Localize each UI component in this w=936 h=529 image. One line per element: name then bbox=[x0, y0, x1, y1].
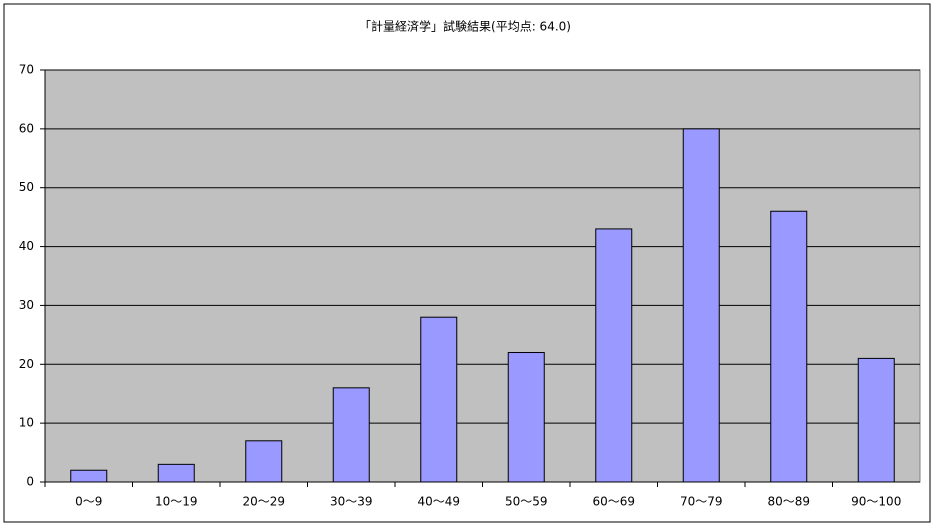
y-tick-label: 10 bbox=[19, 416, 34, 430]
y-tick-label: 0 bbox=[26, 475, 34, 489]
y-tick-label: 50 bbox=[19, 180, 34, 194]
x-tick-label: 50～59 bbox=[505, 495, 548, 509]
x-tick-label: 70～79 bbox=[680, 495, 723, 509]
bar bbox=[595, 228, 633, 483]
bar bbox=[245, 440, 283, 483]
chart-title: 「計量経済学」試験結果(平均点: 64.0) bbox=[359, 19, 571, 34]
bar bbox=[420, 316, 458, 483]
x-tick-label: 0～9 bbox=[75, 495, 102, 509]
x-tick-label: 90～100 bbox=[851, 495, 901, 509]
bar bbox=[332, 387, 370, 483]
x-tick-label: 10～19 bbox=[155, 495, 198, 509]
x-tick-label: 30～39 bbox=[330, 495, 373, 509]
y-tick-label: 40 bbox=[19, 239, 34, 253]
x-tick-label: 80～89 bbox=[767, 495, 810, 509]
bar bbox=[507, 352, 545, 483]
x-tick-label: 40～49 bbox=[417, 495, 460, 509]
y-tick-label: 60 bbox=[19, 121, 34, 135]
bar bbox=[70, 469, 108, 483]
y-tick-label: 70 bbox=[19, 63, 34, 77]
x-tick-label: 20～29 bbox=[242, 495, 285, 509]
bar bbox=[157, 463, 195, 483]
y-tick-label: 30 bbox=[19, 298, 34, 312]
y-tick-label: 20 bbox=[19, 357, 34, 371]
bar bbox=[770, 210, 808, 483]
bar bbox=[682, 128, 720, 483]
x-tick-label: 60～69 bbox=[592, 495, 635, 509]
bar bbox=[857, 357, 895, 483]
